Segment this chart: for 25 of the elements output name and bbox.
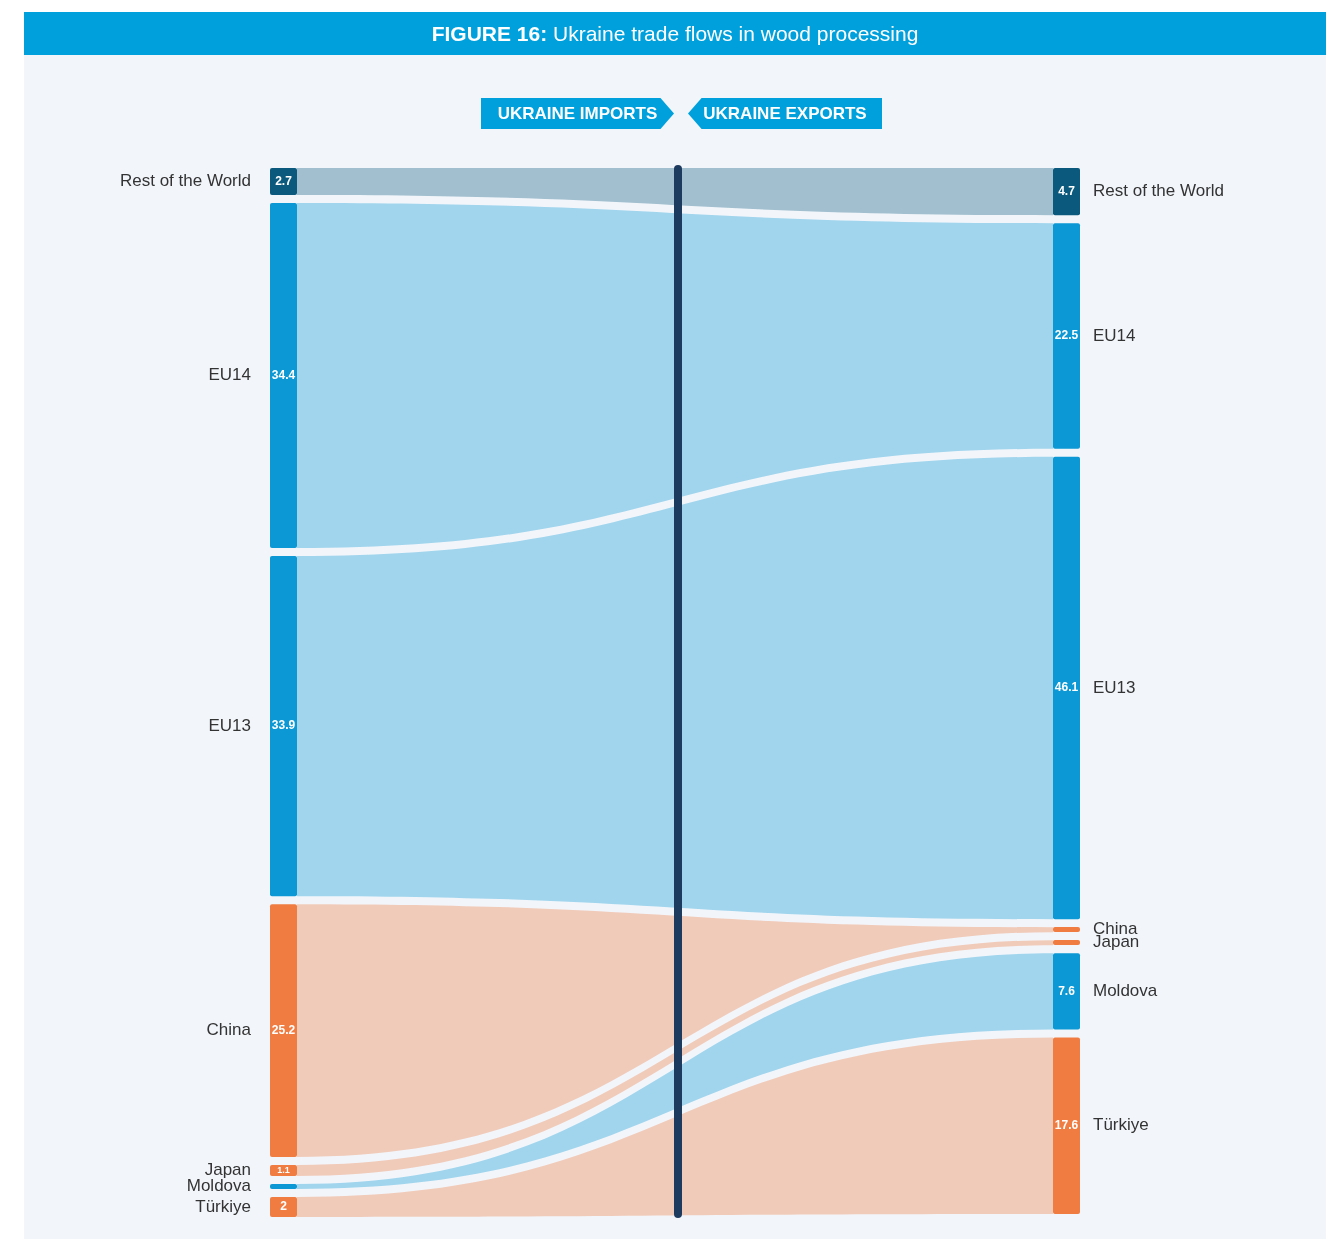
- data-label: 25.2: [271, 1022, 296, 1037]
- category-label: EU13: [1093, 677, 1136, 697]
- text: UKRAINE EXPORTS: [688, 98, 882, 129]
- category-label: China: [206, 1020, 251, 1040]
- category-label: Japan: [204, 1160, 251, 1180]
- data-label: 33.9: [271, 718, 296, 733]
- data-label: 2.7: [275, 173, 293, 188]
- data-label: 7.6: [1058, 983, 1076, 998]
- category-label: Rest of the World: [119, 171, 251, 191]
- category-label: EU13: [208, 715, 251, 735]
- category-label: Türkiye: [1093, 1115, 1149, 1135]
- data-label: 4.7: [1058, 183, 1076, 198]
- data-label: 2: [280, 1199, 288, 1214]
- data-label: 1.1: [277, 1164, 290, 1175]
- data-label: 22.5: [1054, 328, 1079, 343]
- category-label: Rest of the World: [1093, 181, 1225, 201]
- category-label: Moldova: [1093, 981, 1158, 1000]
- data-label: 17.6: [1054, 1118, 1079, 1132]
- category-label: EU14: [208, 365, 251, 385]
- category-label: EU14: [1093, 325, 1136, 345]
- category-label: Türkiye: [195, 1196, 251, 1216]
- text: UKRAINE IMPORTS: [481, 98, 674, 129]
- data-label: 46.1: [1054, 680, 1079, 695]
- data-label: 34.4: [271, 367, 296, 382]
- text: FIGURE 16: Ukraine trade flows in wood processing: [24, 12, 1326, 55]
